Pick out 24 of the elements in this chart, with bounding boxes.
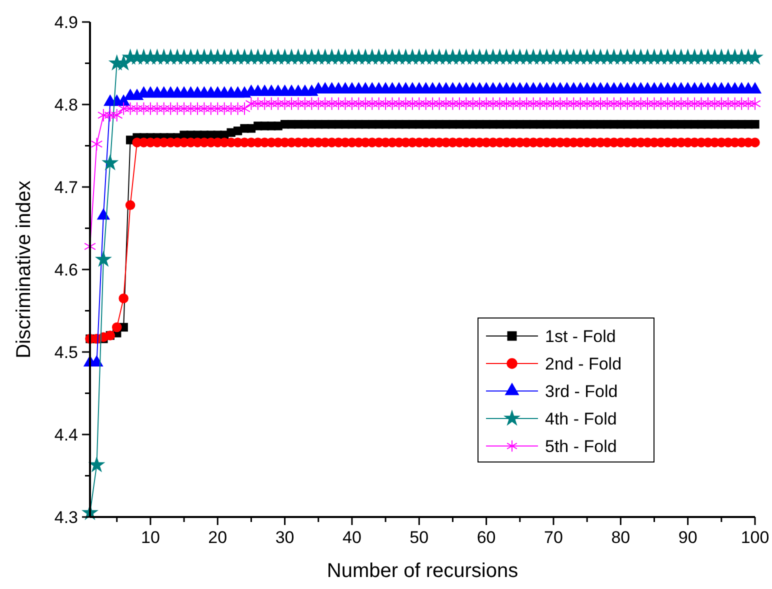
x-axis-title: Number of recursions [326, 560, 518, 582]
y-tick-label: 4.4 [54, 425, 78, 444]
y-tick-label: 4.5 [54, 342, 78, 362]
x-tick-label: 30 [275, 528, 294, 547]
y-tick-label: 4.6 [54, 260, 78, 280]
legend-label: 2nd - Fold [545, 354, 622, 374]
legend-label: 1st - Fold [545, 326, 616, 346]
y-tick-label: 4.9 [54, 12, 78, 32]
x-tick-label: 80 [611, 528, 630, 547]
x-tick-label: 40 [342, 528, 362, 547]
legend-label: 4th - Fold [545, 409, 617, 428]
x-tick-label: 70 [544, 528, 563, 547]
y-tick-label: 4.7 [54, 178, 78, 197]
x-tick-label: 20 [208, 528, 228, 547]
x-tick-label: 10 [140, 528, 160, 547]
y-tick-label: 4.8 [54, 95, 78, 114]
x-tick-label: 100 [740, 528, 770, 547]
x-tick-label: 60 [476, 528, 496, 547]
legend-label: 3rd - Fold [545, 382, 618, 401]
x-tick-label: 50 [410, 528, 429, 547]
x-tick-label: 90 [678, 528, 698, 547]
y-tick-label: 4.3 [54, 508, 78, 527]
y-axis-title: Discriminative index [13, 180, 35, 358]
legend-label: 5th - Fold [545, 436, 617, 456]
